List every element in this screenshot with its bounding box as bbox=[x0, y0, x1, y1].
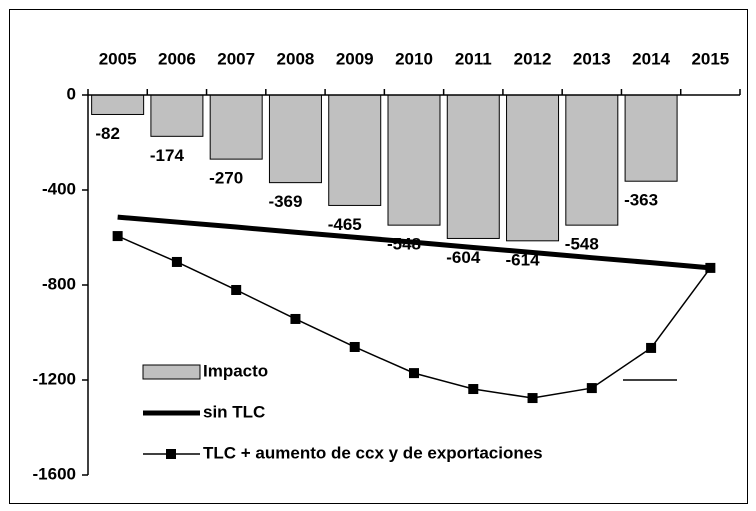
x-tick-label: 2013 bbox=[573, 49, 611, 68]
legend-label: sin TLC bbox=[203, 402, 265, 421]
marker bbox=[409, 368, 419, 379]
line bbox=[117, 214, 711, 271]
legend-label: Impacto bbox=[203, 361, 268, 380]
x-tick-label: 2010 bbox=[395, 49, 433, 68]
bar bbox=[624, 94, 678, 182]
marker bbox=[112, 231, 123, 242]
bar bbox=[209, 94, 263, 160]
data-label: -270 bbox=[209, 169, 243, 188]
bar bbox=[446, 94, 500, 239]
bar bbox=[150, 94, 204, 137]
bar bbox=[91, 94, 145, 115]
data-label: -604 bbox=[446, 248, 481, 267]
marker bbox=[349, 341, 360, 352]
bar bbox=[506, 94, 560, 242]
bar bbox=[565, 94, 619, 226]
legend-swatch bbox=[142, 364, 201, 380]
data-label: -363 bbox=[624, 191, 658, 210]
x-tick-label: 2014 bbox=[632, 49, 670, 68]
y-tick-label: -400 bbox=[42, 179, 76, 198]
marker bbox=[468, 384, 479, 395]
bar bbox=[268, 94, 322, 184]
data-label: -369 bbox=[268, 192, 302, 211]
legend-label: TLC + aumento de ccx y de exportaciones bbox=[203, 443, 543, 462]
y-tick-label: -1600 bbox=[33, 464, 76, 483]
data-label: -614 bbox=[506, 250, 541, 269]
legend-marker bbox=[166, 449, 176, 459]
x-tick-label: 2009 bbox=[336, 49, 374, 68]
y-tick-label: -800 bbox=[42, 274, 76, 293]
x-tick-label: 2015 bbox=[691, 49, 729, 68]
data-label: -82 bbox=[95, 124, 120, 143]
x-tick-label: 2008 bbox=[277, 49, 315, 68]
x-tick-label: 2005 bbox=[99, 49, 137, 68]
chart-border bbox=[9, 9, 748, 504]
y-tick-label: -1200 bbox=[33, 369, 76, 388]
marker bbox=[290, 313, 301, 324]
x-tick-label: 2011 bbox=[455, 49, 492, 68]
x-tick-label: 2006 bbox=[158, 49, 196, 68]
marker bbox=[231, 284, 242, 295]
marker bbox=[171, 256, 182, 267]
data-label: -548 bbox=[565, 235, 599, 254]
data-label: -174 bbox=[150, 146, 185, 165]
marker bbox=[646, 342, 657, 353]
x-tick-label: 2012 bbox=[514, 49, 552, 68]
marker bbox=[527, 393, 538, 404]
data-label: -465 bbox=[328, 215, 362, 234]
bar bbox=[387, 94, 441, 226]
x-tick-label: 2007 bbox=[217, 49, 255, 68]
marker bbox=[705, 262, 716, 273]
y-tick-label: 0 bbox=[67, 84, 76, 103]
marker bbox=[586, 383, 597, 394]
bar bbox=[328, 94, 382, 206]
